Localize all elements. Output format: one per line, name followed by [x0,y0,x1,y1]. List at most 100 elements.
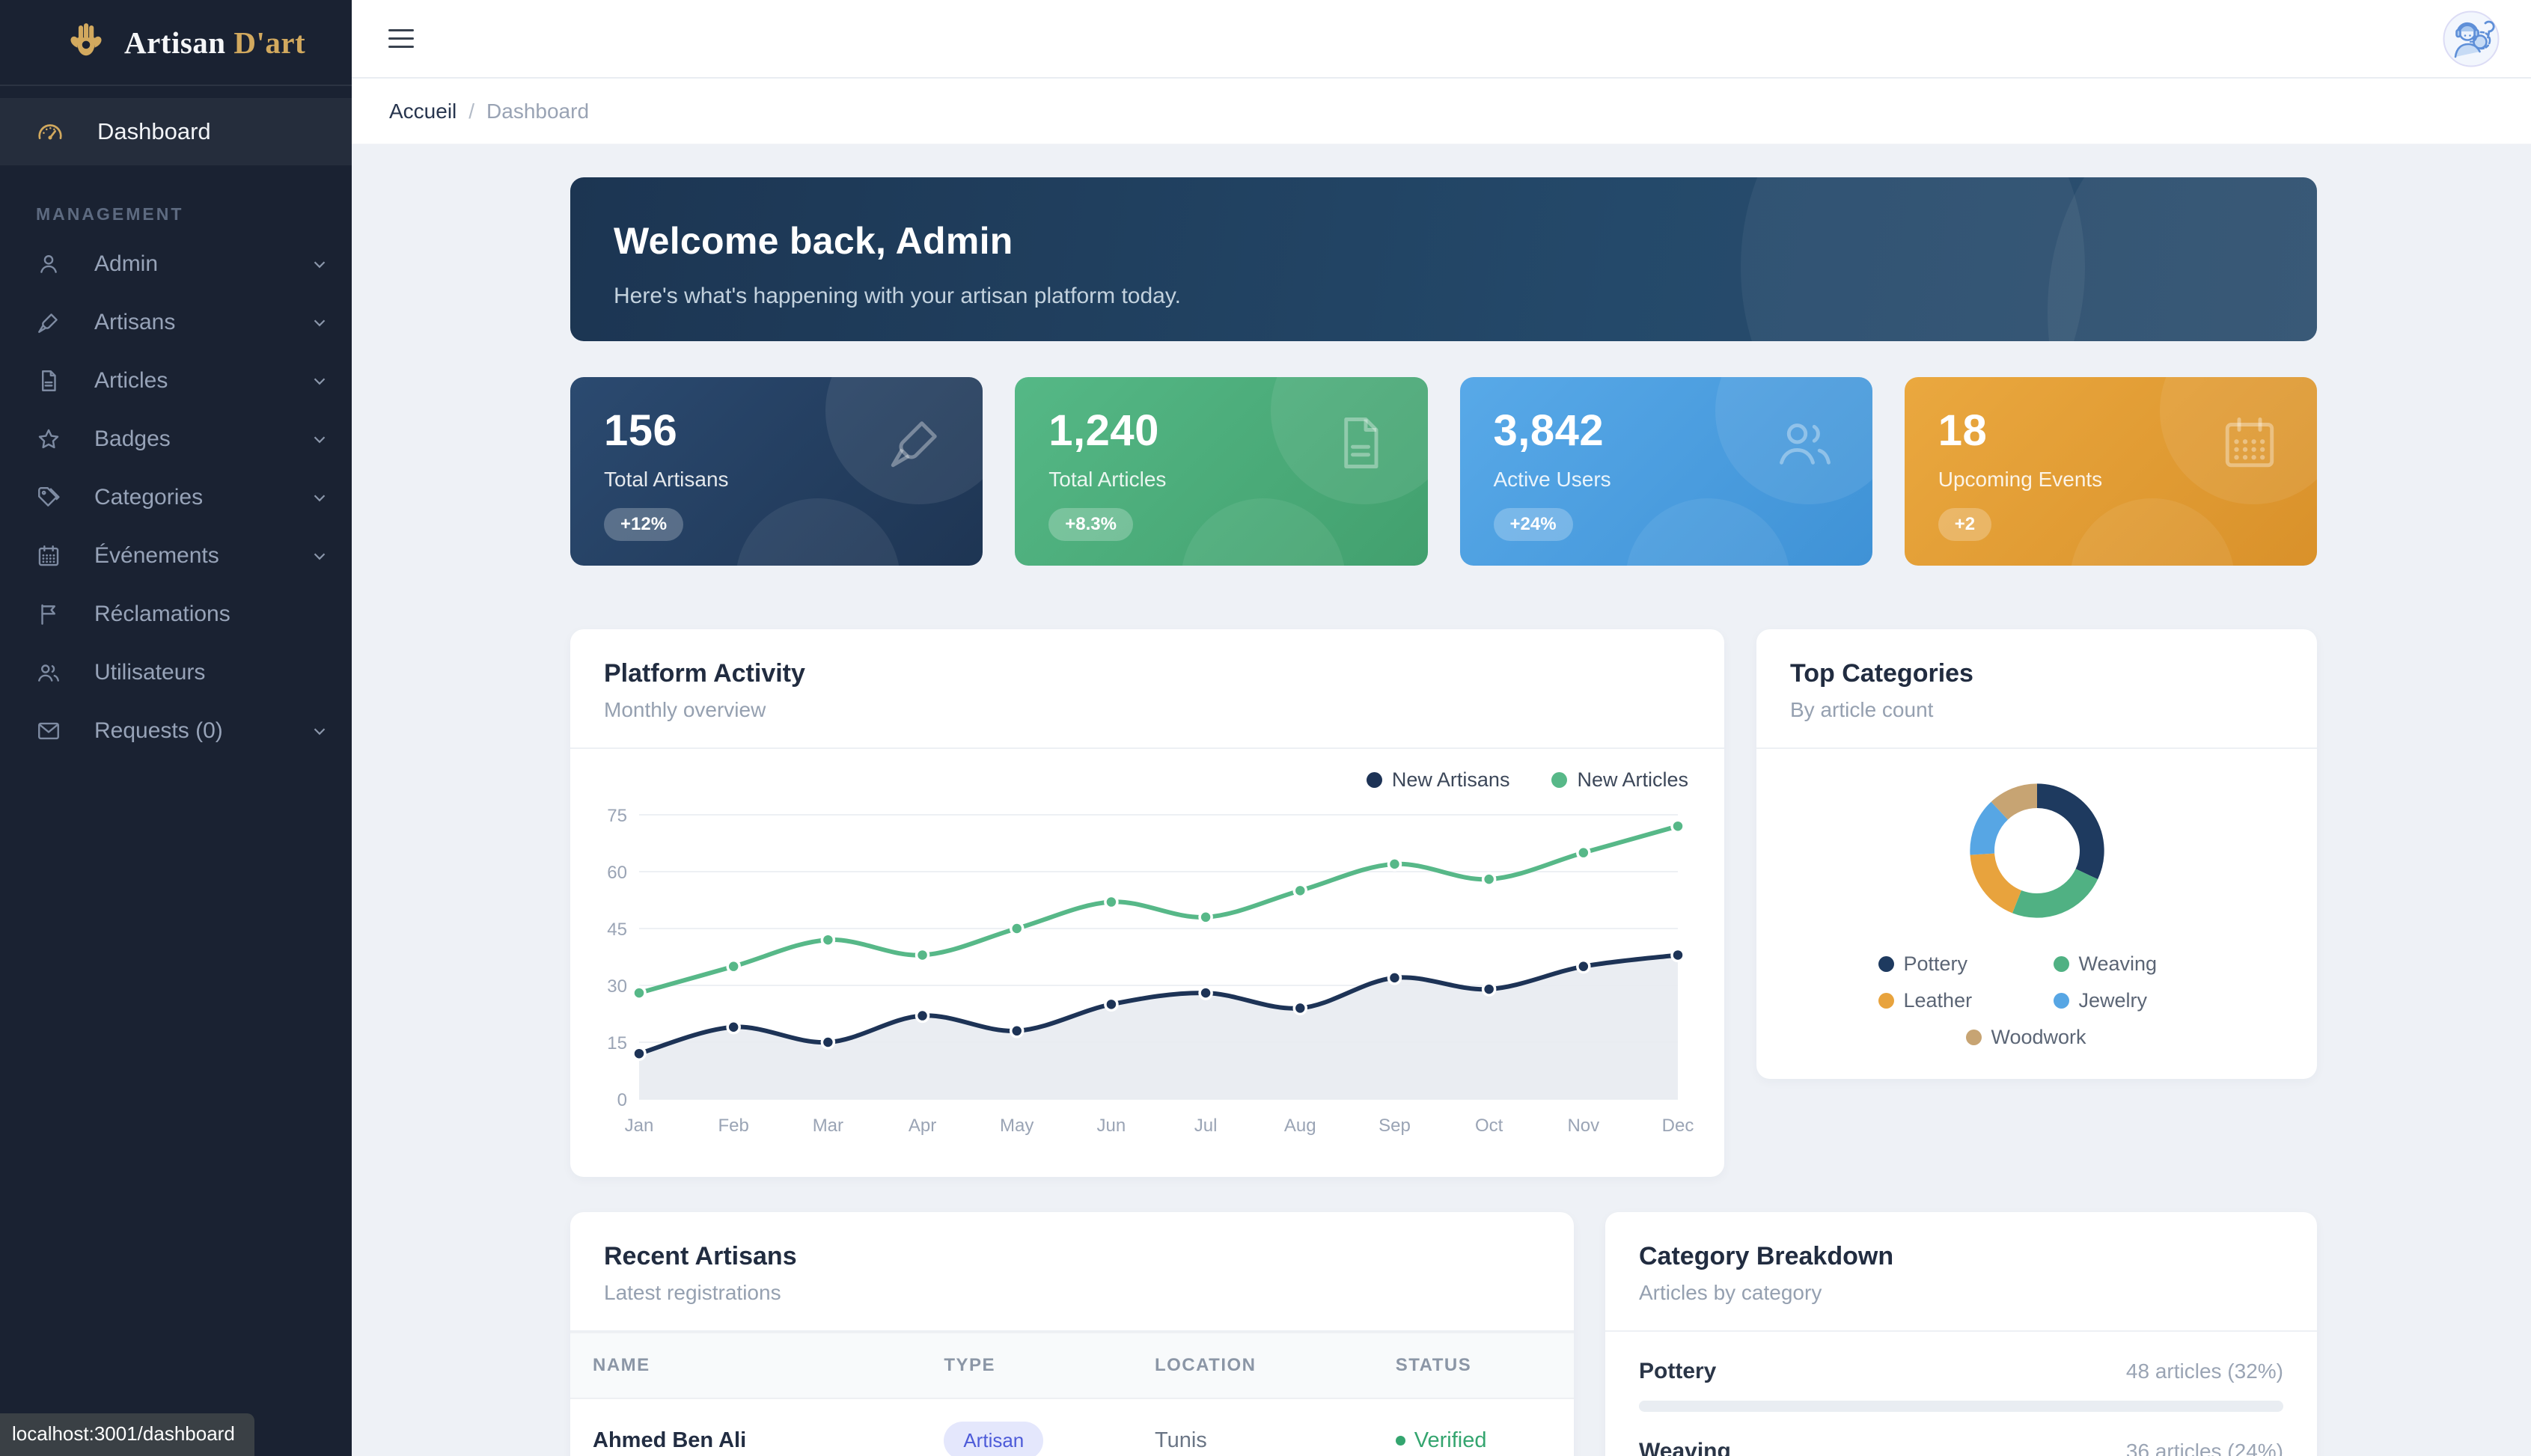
sidebar-item-admin[interactable]: Admin [0,235,352,293]
legend-label: Jewelry [2078,989,2148,1012]
legend-item-new-articles[interactable]: New Articles [1551,768,1688,792]
sidebar-item-label: Réclamations [94,602,230,626]
breadcrumb: Accueil / Dashboard [352,79,2531,145]
legend-label: Leather [1903,989,1973,1012]
chevron-down-icon [310,313,329,332]
stat-trend-badge: +24% [1493,508,1573,541]
svg-text:Oct: Oct [1475,1116,1503,1136]
legend-item-weaving[interactable]: Weaving [2053,952,2196,976]
sidebar-item-evenements[interactable]: Événements [0,527,352,585]
artisan-name: Ahmed Ben Ali [593,1428,747,1452]
legend-item-jewelry[interactable]: Jewelry [2053,989,2196,1012]
svg-text:Jun: Jun [1097,1116,1126,1136]
welcome-banner: Welcome back, Admin Here's what's happen… [570,177,2317,341]
sidebar-item-label: Utilisateurs [94,660,206,685]
legend-dot [1878,956,1894,972]
svg-text:75: 75 [607,806,627,826]
category-value: 36 articles (24%) [2125,1440,2283,1456]
page-content: Welcome back, Admin Here's what's happen… [352,145,2531,1456]
svg-text:45: 45 [607,920,627,940]
sidebar-item-label: Artisans [94,310,176,334]
legend-item-pottery[interactable]: Pottery [1878,952,2021,976]
star-icon [36,426,61,452]
chart-legend: New Artisans New Articles [570,768,1688,792]
sidebar-item-dashboard[interactable]: Dashboard [0,98,352,165]
brand-name: Artisan D'art [124,25,305,61]
legend-item-leather[interactable]: Leather [1878,989,2021,1012]
paintbrush-icon [36,310,61,335]
artisan-location: Tunis [1154,1428,1207,1452]
donut-legend: Pottery Weaving Leather Jewelry [1857,952,2217,1079]
breakdown-row-weaving: Weaving 36 articles (24%) [1605,1412,2317,1456]
line-chart: 0 15 30 45 60 75 Jan Feb Mar Apr May Jun Jul Aug Sep Oc… [570,792,1724,1177]
stat-label: Total Artisans [604,468,729,491]
legend-label: Woodwork [1991,1026,2086,1048]
chevron-down-icon [310,429,329,449]
sidebar-item-requests[interactable]: Requests (0) [0,702,352,760]
legend-item-new-artisans[interactable]: New Artisans [1366,768,1510,792]
chevron-down-icon [310,371,329,391]
breakdown-row-pottery: Pottery 48 articles (32%) [1605,1332,2317,1412]
stat-value: 3,842 [1493,406,1605,455]
chevron-down-icon [310,546,329,566]
stat-cards-row: 156 Total Artisans +12% 1,240 Total Arti… [570,377,2317,566]
card-subtitle: Latest registrations [604,1281,781,1304]
sidebar-item-badges[interactable]: Badges [0,410,352,468]
sidebar-item-label: Requests (0) [94,718,223,743]
sidebar-item-label: Badges [94,426,171,451]
legend-item-woodwork[interactable]: Woodwork [1965,1026,2108,1049]
type-badge: Artisan [944,1421,1044,1456]
brand-primary: Artisan [124,25,226,60]
breadcrumb-home-link[interactable]: Accueil [389,99,457,123]
chevron-down-icon [310,721,329,741]
stat-label: Active Users [1493,468,1611,491]
gauge-icon [36,117,64,146]
status-badge: Verified [1373,1428,1574,1453]
legend-label: Weaving [2078,952,2158,975]
sidebar-item-artisans[interactable]: Artisans [0,293,352,352]
card-subtitle: Articles by category [1639,1281,1822,1304]
user-icon [36,251,61,277]
legend-dot [1366,772,1382,788]
legend-dot [1878,993,1894,1009]
sidebar-item-label: Admin [94,251,159,276]
legend-dot [2053,956,2069,972]
sidebar-item-categories[interactable]: Categories [0,468,352,527]
legend-dot [1551,772,1568,788]
user-avatar[interactable] [2443,10,2500,67]
category-value: 48 articles (32%) [2125,1359,2283,1383]
donut-chart [1756,749,2317,930]
welcome-subtitle: Here's what's happening with your artisa… [614,284,1181,308]
svg-text:Mar: Mar [813,1116,843,1136]
users-icon [36,660,61,685]
category-breakdown-card: Category Breakdown Articles by category … [1605,1212,2317,1456]
sidebar-item-articles[interactable]: Articles [0,352,352,410]
column-header-status: STATUS [1395,1355,1472,1375]
stat-value: 156 [604,406,678,455]
table-row: Ahmed Ben Ali Artisan Tunis Verified [570,1399,1574,1456]
legend-label: New Artisans [1391,768,1510,791]
stat-trend-badge: +12% [604,508,684,541]
file-icon [1329,412,1392,474]
breadcrumb-current: Dashboard [486,99,590,123]
card-subtitle: By article count [1790,698,1934,721]
brand-logo: Artisan D'art [0,0,352,86]
sidebar: Artisan D'art Dashboard MANAGEMENT Admin [0,0,352,1456]
sidebar-section-label: MANAGEMENT [36,204,184,224]
stat-trend-badge: +8.3% [1048,508,1133,541]
stat-value: 18 [1938,406,1988,455]
sidebar-item-reclamations[interactable]: Réclamations [0,585,352,643]
legend-label: Pottery [1903,952,1968,975]
platform-activity-card: Platform Activity Monthly overview New A… [570,629,1724,1177]
svg-text:0: 0 [617,1090,627,1110]
sidebar-item-utilisateurs[interactable]: Utilisateurs [0,643,352,702]
svg-text:Dec: Dec [1662,1116,1694,1136]
svg-text:Jul: Jul [1194,1116,1218,1136]
hamburger-menu-icon[interactable] [388,23,414,54]
legend-label: New Articles [1577,768,1688,791]
svg-text:30: 30 [607,976,627,997]
svg-text:Apr: Apr [909,1116,936,1136]
stat-card-total-articles: 1,240 Total Articles +8.3% [1015,377,1428,566]
flag-icon [36,602,61,627]
column-header-type: TYPE [944,1355,996,1375]
